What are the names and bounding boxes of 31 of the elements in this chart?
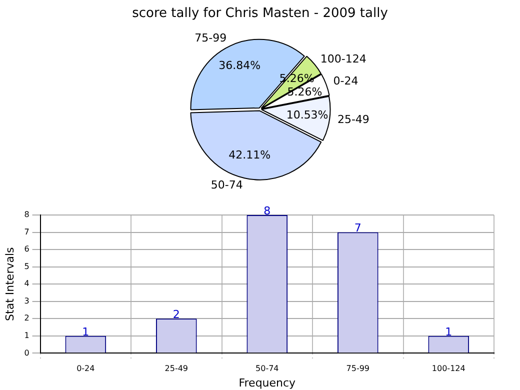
data-label: 42.11%: [228, 148, 271, 162]
y-tick-label: 1: [24, 331, 30, 340]
y-tick-label: 5: [24, 262, 30, 271]
y-tick-label: 8: [24, 210, 30, 220]
y-tick-label: 3: [24, 296, 30, 306]
y-axis-title: Stat Intervals: [3, 246, 16, 321]
x-tick-label: 50-74: [256, 364, 279, 374]
x-tick-label: 100-124: [432, 364, 466, 374]
x-tick-label: 75-99: [346, 364, 370, 374]
y-tick-label: 0: [24, 348, 30, 358]
slice-label: 75-99: [194, 31, 227, 44]
data-label: 5.26%: [287, 85, 322, 98]
data-label: 36.84%: [218, 58, 261, 72]
y-tick-label: 4: [24, 279, 30, 288]
slice-label: 50-74: [210, 178, 243, 192]
data-label: 10.53%: [286, 108, 328, 122]
x-tick-label: 25-49: [164, 364, 188, 374]
data-label: 1: [445, 325, 452, 338]
data-label: 7: [354, 222, 362, 235]
x-tick-label: 0-24: [76, 364, 95, 374]
y-tick-label: 6: [24, 244, 30, 254]
data-label: 8: [264, 204, 271, 218]
slice-label: 100-124: [320, 52, 366, 66]
y-tick-label: 2: [24, 314, 30, 323]
slice-label: 25-49: [337, 112, 370, 126]
data-label: 2: [172, 308, 180, 322]
y-tick-label: 7: [24, 227, 30, 236]
data-label: 1: [82, 325, 90, 338]
slice-label: 0-24: [333, 74, 358, 88]
x-axis-title: Frequency: [238, 376, 296, 390]
chart-title: score tally for Chris Masten - 2009 tally: [132, 6, 388, 22]
